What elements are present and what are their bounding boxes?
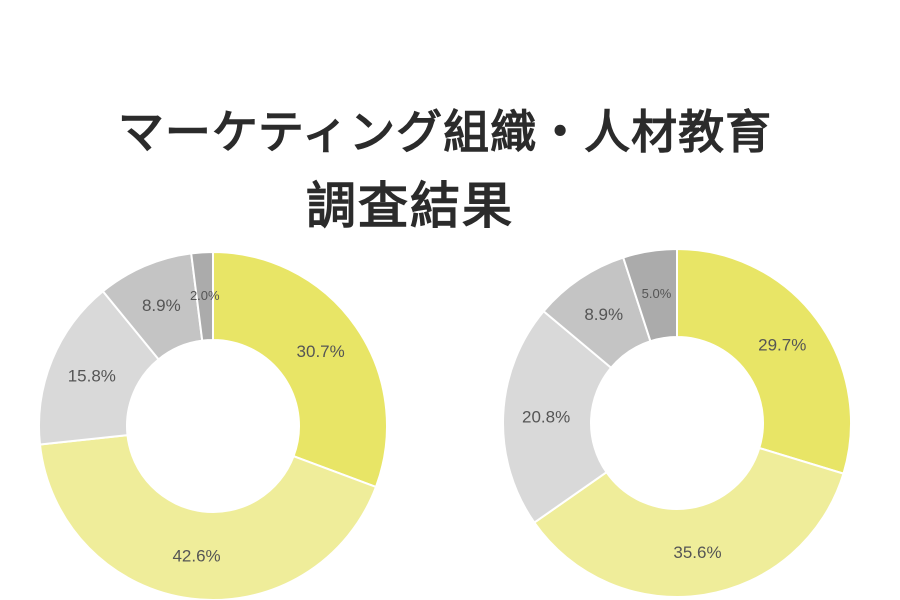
donut-1-label-b: 35.6% bbox=[673, 543, 721, 562]
donut-1-label-d: 8.9% bbox=[584, 305, 623, 324]
donut-1-label-a: 29.7% bbox=[758, 336, 806, 355]
donut-chart-left: 30.7% 42.6% 15.8% 8.9% 2.0% bbox=[38, 250, 388, 600]
donut-0-label-b: 42.6% bbox=[172, 546, 220, 565]
donut-chart-right: 29.7% 35.6% 20.8% 8.9% 5.0% bbox=[502, 247, 852, 598]
donut-0-slice-a bbox=[212, 250, 388, 489]
donut-0-label-a: 30.7% bbox=[297, 342, 345, 361]
donut-1-label-e: 5.0% bbox=[642, 286, 672, 301]
donut-0-label-c: 15.8% bbox=[68, 367, 116, 386]
donut-1-slice-a bbox=[676, 247, 852, 475]
donut-0-label-d: 8.9% bbox=[142, 296, 181, 315]
donut-0-slice-b bbox=[38, 434, 378, 600]
donut-0-slice-e bbox=[190, 250, 214, 342]
page-title-line-2: 調査結果 bbox=[306, 177, 514, 235]
donut-1-slice-e bbox=[621, 247, 678, 343]
page-title-line-1: マーケティング組織・人材教育 bbox=[117, 105, 773, 159]
donut-1-slice-b bbox=[532, 446, 845, 598]
donut-1-slice-c bbox=[502, 309, 613, 524]
donut-0-label-e: 2.0% bbox=[190, 288, 220, 303]
donut-1-label-c: 20.8% bbox=[522, 408, 570, 427]
